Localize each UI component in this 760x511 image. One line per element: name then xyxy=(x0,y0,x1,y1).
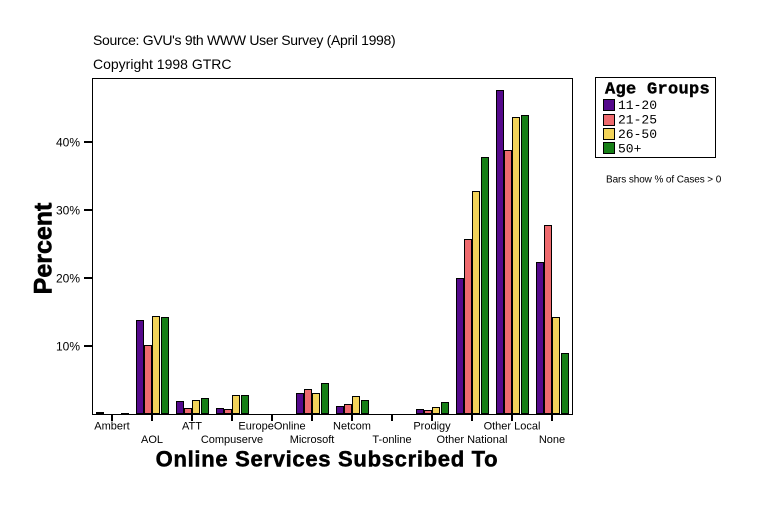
svg-text:Ambert: Ambert xyxy=(94,421,129,433)
svg-text:21-25: 21-25 xyxy=(618,113,657,128)
svg-text:26-50: 26-50 xyxy=(618,127,657,142)
svg-text:Online Services Subscribed To: Online Services Subscribed To xyxy=(156,447,499,472)
svg-text:10%: 10% xyxy=(56,340,80,354)
svg-text:EuropeOnline: EuropeOnline xyxy=(238,421,305,433)
svg-text:Prodigy: Prodigy xyxy=(413,421,451,433)
svg-text:Compuserve: Compuserve xyxy=(201,434,263,446)
svg-text:Bars show % of Cases > 0: Bars show % of Cases > 0 xyxy=(606,175,722,186)
svg-text:None: None xyxy=(539,434,565,446)
svg-text:Netcom: Netcom xyxy=(333,421,371,433)
svg-text:Source: GVU's 9th WWW User Sur: Source: GVU's 9th WWW User Survey (April… xyxy=(93,32,395,48)
svg-text:Other National: Other National xyxy=(437,434,508,446)
svg-text:40%: 40% xyxy=(56,136,80,150)
svg-text:T-online: T-online xyxy=(372,434,411,446)
svg-text:20%: 20% xyxy=(56,272,80,286)
svg-text:11-20: 11-20 xyxy=(618,98,657,113)
svg-text:Microsoft: Microsoft xyxy=(290,434,335,446)
svg-text:50+: 50+ xyxy=(618,142,642,157)
svg-text:ATT: ATT xyxy=(182,421,202,433)
svg-text:Copyright 1998 GTRC: Copyright 1998 GTRC xyxy=(93,56,232,72)
svg-text:30%: 30% xyxy=(56,204,80,218)
svg-text:Other Local: Other Local xyxy=(484,421,541,433)
svg-text:AOL: AOL xyxy=(141,434,163,446)
svg-text:Age Groups: Age Groups xyxy=(605,81,710,100)
svg-text:Percent: Percent xyxy=(30,202,58,294)
